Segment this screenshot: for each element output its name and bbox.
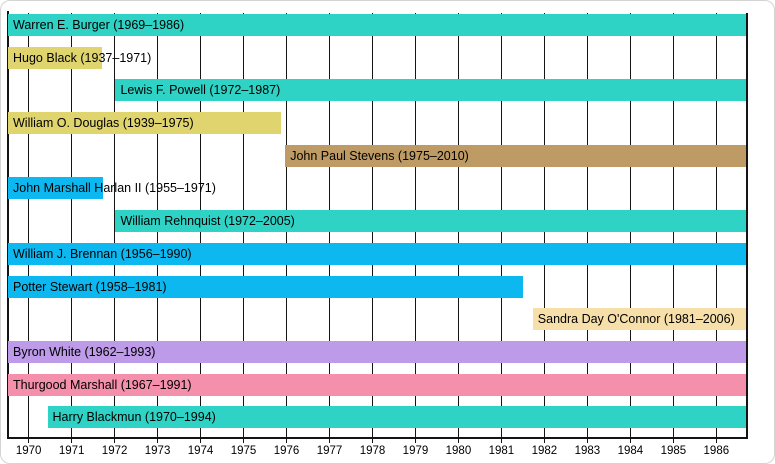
axis-tick-label: 1979 [402, 445, 429, 457]
axis-spine-bottom [7, 437, 748, 439]
axis-tick-label: 1982 [531, 445, 558, 457]
timeline-bar-william-o-douglas [8, 112, 281, 135]
axis-tick-label: 1983 [574, 445, 601, 457]
year-gridline [71, 13, 73, 437]
axis-tick [672, 437, 675, 443]
timeline-bar-thurgood-marshall [8, 373, 746, 396]
timeline-bar-william-rehnquist [115, 210, 746, 233]
bar-label-potter-stewart: Potter Stewart (1958–1981) [13, 279, 167, 294]
bar-label-hugo-black: Hugo Black (1937–1971) [13, 50, 152, 65]
year-gridline [28, 13, 30, 437]
timeline-bar-william-j-brennan [8, 242, 746, 265]
axis-tick [199, 437, 202, 443]
bar-label-william-rehnquist: William Rehnquist (1972–2005) [120, 214, 295, 229]
axis-tick [328, 437, 331, 443]
bar-label-byron-white: Byron White (1962–1993) [13, 344, 156, 359]
timeline-bar-lewis-f-powell [115, 79, 746, 102]
bar-label-john-marshall-harlan-ii: John Marshall Harlan II (1955–1971) [13, 181, 216, 196]
axis-tick [285, 437, 288, 443]
axis-tick [715, 437, 718, 443]
axis-tick [543, 437, 546, 443]
bar-label-william-j-brennan: William J. Brennan (1956–1990) [13, 246, 192, 261]
axis-tick-label: 1971 [58, 445, 85, 457]
axis-tick-label: 1986 [703, 445, 730, 457]
timeline-bar-sandra-day-o-connor [532, 308, 746, 331]
bar-label-lewis-f-powell: Lewis F. Powell (1972–1987) [120, 83, 281, 98]
timeline-bar-harry-blackmun [47, 406, 746, 429]
axis-tick [457, 437, 460, 443]
axis-tick-label: 1985 [660, 445, 687, 457]
timeline-bar-warren-e-burger [8, 14, 746, 36]
axis-tick [371, 437, 374, 443]
axis-tick-label: 1977 [316, 445, 343, 457]
bar-label-harry-blackmun: Harry Blackmun (1970–1994) [52, 410, 216, 425]
timeline-bar-hugo-black [8, 46, 103, 69]
axis-tick-label: 1976 [273, 445, 300, 457]
axis-spine-right [746, 13, 748, 439]
timeline-bar-byron-white [8, 340, 746, 363]
axis-tick-label: 1984 [617, 445, 644, 457]
axis-tick [414, 437, 417, 443]
axis-tick [113, 437, 116, 443]
axis-tick [242, 437, 245, 443]
axis-tick-label: 1978 [359, 445, 386, 457]
year-gridline [114, 13, 116, 437]
axis-tick [500, 437, 503, 443]
bar-label-william-o-douglas: William O. Douglas (1939–1975) [13, 116, 194, 131]
axis-tick [27, 437, 30, 443]
axis-spine-left [7, 11, 9, 439]
axis-tick [70, 437, 73, 443]
axis-tick-label: 1981 [488, 445, 515, 457]
axis-tick [629, 437, 632, 443]
timeline-bar-john-marshall-harlan-ii [8, 177, 103, 200]
timeline-bar-john-paul-stevens [285, 144, 746, 167]
bar-label-sandra-day-o-connor: Sandra Day O'Connor (1981–2006) [537, 312, 735, 327]
bar-label-warren-e-burger: Warren E. Burger (1969–1986) [13, 18, 185, 32]
axis-tick-label: 1980 [445, 445, 472, 457]
timeline-bar-potter-stewart [8, 275, 523, 298]
axis-tick-label: 1974 [187, 445, 214, 457]
axis-tick-label: 1972 [101, 445, 128, 457]
axis-tick-label: 1973 [144, 445, 171, 457]
axis-tick-label: 1975 [230, 445, 257, 457]
axis-tick [586, 437, 589, 443]
bar-label-john-paul-stevens: John Paul Stevens (1975–2010) [290, 148, 469, 163]
axis-tick [156, 437, 159, 443]
bar-label-thurgood-marshall: Thurgood Marshall (1967–1991) [13, 377, 192, 392]
axis-tick-label: 1970 [15, 445, 42, 457]
